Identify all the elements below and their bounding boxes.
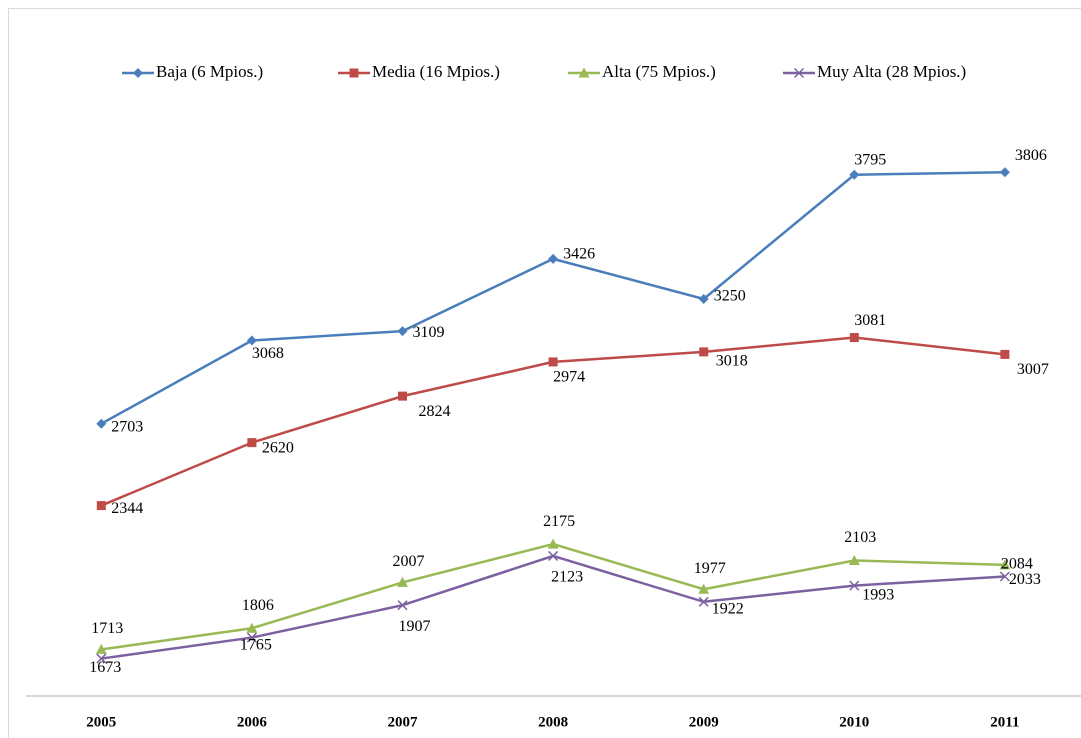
data-label: 3109 (413, 324, 445, 341)
data-label: 1922 (712, 600, 744, 617)
data-label: 1673 (89, 659, 121, 676)
marker (397, 326, 408, 337)
x-tick-label: 2005 (86, 714, 116, 730)
data-label: 3081 (854, 312, 886, 329)
marker (547, 538, 559, 549)
x-tick-label: 2009 (689, 714, 719, 730)
marker (698, 583, 710, 594)
series-line (100, 170, 1005, 425)
x-tick-label: 2007 (388, 714, 419, 730)
data-label: 2175 (543, 513, 575, 530)
marker (999, 571, 1010, 582)
legend-label: Alta (75 Mpios.) (602, 62, 716, 81)
marker (246, 622, 258, 633)
legend-label: Media (16 Mpios.) (372, 62, 500, 81)
marker (96, 501, 106, 511)
marker (699, 347, 709, 357)
chart-frame (8, 8, 1081, 738)
data-label: 3018 (716, 353, 748, 370)
marker (247, 438, 257, 448)
data-label: 3007 (1017, 361, 1049, 378)
data-label: 1993 (862, 586, 894, 603)
legend-marker (133, 68, 143, 78)
marker (95, 643, 107, 654)
x-tick-label: 2006 (237, 714, 268, 730)
data-label: 3806 (1015, 147, 1047, 164)
marker (1000, 349, 1010, 359)
x-tick-label: 2011 (990, 714, 1019, 730)
marker (849, 169, 860, 180)
legend-marker (349, 68, 359, 78)
legend-label: Muy Alta (28 Mpios.) (817, 62, 966, 81)
data-label: 1907 (399, 618, 431, 635)
marker (96, 653, 107, 664)
marker (548, 550, 559, 561)
data-label: 2007 (393, 553, 425, 570)
marker (397, 600, 408, 611)
marker (698, 294, 709, 304)
data-label: 1977 (694, 560, 726, 577)
data-label: 2824 (419, 403, 451, 420)
data-label: 2620 (262, 439, 294, 456)
data-label: 1713 (91, 620, 123, 637)
legend-marker (793, 67, 805, 79)
marker (548, 253, 559, 264)
data-label: 2123 (551, 569, 583, 586)
data-label: 3068 (252, 345, 284, 362)
data-label: 3795 (854, 151, 886, 168)
data-label: 2344 (111, 500, 143, 517)
data-label: 1806 (242, 597, 274, 614)
marker (398, 391, 407, 401)
marker (246, 335, 257, 346)
marker (698, 596, 709, 607)
marker (848, 555, 860, 566)
marker (548, 357, 558, 367)
marker (849, 580, 860, 591)
data-label: 2974 (553, 369, 585, 386)
data-label: 2033 (1009, 571, 1041, 588)
x-tick-label: 2008 (538, 714, 568, 730)
marker (397, 576, 408, 587)
legend-label: Baja (6 Mpios.) (156, 62, 263, 81)
marker (849, 333, 859, 343)
legend-marker (578, 67, 590, 78)
data-label: 2703 (111, 418, 143, 435)
marker (96, 418, 107, 429)
marker (999, 559, 1011, 570)
data-label: 3250 (714, 288, 746, 305)
data-label: 2103 (844, 529, 876, 546)
data-label: 1765 (240, 636, 272, 653)
x-tick-label: 2010 (839, 714, 869, 730)
marker (999, 167, 1010, 178)
data-label: 2084 (1001, 556, 1033, 573)
data-label: 3426 (563, 246, 595, 263)
marker (246, 632, 257, 643)
